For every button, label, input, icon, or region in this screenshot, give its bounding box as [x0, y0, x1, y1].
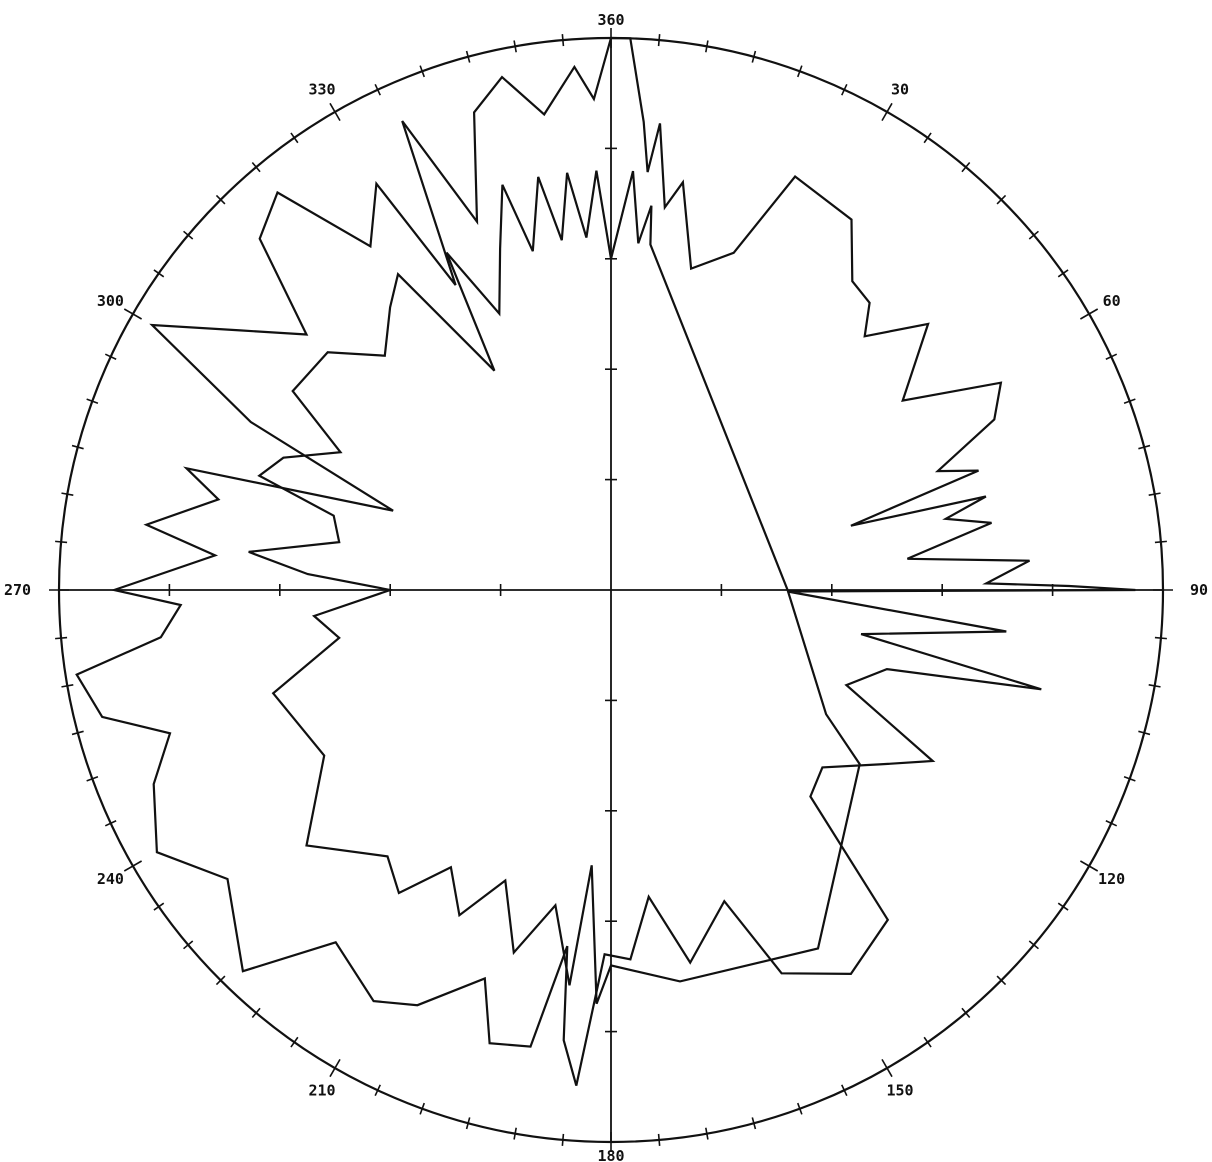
angle-tick: [61, 492, 74, 496]
angle-tick: [705, 1127, 709, 1140]
angle-tick: [329, 102, 341, 122]
angle-tick: [1057, 269, 1069, 278]
angle-tick: [881, 102, 893, 122]
angle-tick: [841, 83, 848, 96]
angle-tick: [1079, 860, 1099, 872]
angle-tick: [996, 194, 1007, 205]
angle-tick: [215, 975, 226, 986]
angle-tick: [1123, 398, 1136, 405]
angle-label-240: 240: [97, 870, 124, 888]
angle-label-330: 330: [308, 80, 335, 98]
angle-tick: [55, 636, 68, 640]
angle-label-210: 210: [308, 1082, 335, 1100]
angle-tick: [251, 1007, 261, 1018]
angle-tick: [290, 132, 299, 144]
angle-tick: [881, 1058, 893, 1078]
angle-tick: [123, 308, 143, 320]
angle-tick: [104, 353, 117, 360]
angle-tick: [561, 1133, 565, 1146]
angle-tick: [374, 1084, 381, 1097]
angle-tick: [215, 194, 226, 205]
angle-tick: [183, 230, 194, 240]
angle-tick: [513, 40, 517, 53]
angle-tick: [513, 1127, 517, 1140]
angle-tick: [86, 775, 99, 782]
angle-tick: [183, 940, 194, 950]
angle-tick: [419, 65, 426, 78]
angle-label-90: 90: [1190, 581, 1208, 599]
angle-tick: [71, 730, 84, 736]
angle-tick: [61, 684, 74, 688]
angle-tick: [1148, 492, 1161, 496]
angle-tick: [251, 162, 261, 173]
angle-label-300: 300: [97, 292, 124, 310]
angle-label-30: 30: [891, 80, 909, 98]
angle-label-0: 360: [597, 11, 624, 29]
series-2-line: [248, 170, 861, 1005]
angle-tick: [86, 398, 99, 405]
angle-tick: [465, 50, 471, 63]
angle-tick: [374, 83, 381, 96]
angle-tick: [153, 269, 165, 278]
angle-tick: [1105, 820, 1118, 827]
angle-label-180: 180: [597, 1147, 624, 1162]
angle-label-60: 60: [1103, 292, 1121, 310]
angle-tick: [657, 34, 661, 47]
angle-tick: [71, 444, 84, 450]
angle-tick: [1154, 636, 1167, 640]
angle-tick: [705, 40, 709, 53]
angle-tick: [123, 860, 143, 872]
angle-label-150: 150: [886, 1082, 913, 1100]
angle-label-120: 120: [1098, 870, 1125, 888]
angle-tick: [1138, 730, 1151, 736]
angle-tick: [961, 1007, 971, 1018]
angle-tick: [1138, 444, 1151, 450]
angle-tick: [1079, 308, 1099, 320]
angle-tick: [923, 132, 932, 144]
angle-tick: [841, 1084, 848, 1097]
angle-tick: [55, 540, 68, 544]
angle-tick: [153, 902, 165, 911]
series-1-line: [75, 36, 1136, 1086]
angle-tick: [419, 1102, 426, 1115]
angle-tick: [996, 975, 1007, 986]
angle-tick: [751, 1117, 757, 1130]
angle-tick: [1028, 940, 1039, 950]
angle-tick: [1028, 230, 1039, 240]
angle-tick: [329, 1058, 341, 1078]
angle-tick: [104, 820, 117, 827]
angle-tick: [961, 162, 971, 173]
angle-tick: [796, 1102, 803, 1115]
angle-tick: [923, 1036, 932, 1048]
angle-tick: [1154, 540, 1167, 544]
angle-tick: [751, 50, 757, 63]
angle-tick: [796, 65, 803, 78]
angle-tick: [1123, 775, 1136, 782]
angle-tick: [1148, 684, 1161, 688]
angle-tick: [465, 1117, 471, 1130]
angle-tick: [1057, 902, 1069, 911]
angle-tick: [1105, 353, 1118, 360]
angle-tick: [657, 1133, 661, 1146]
angle-tick: [561, 34, 565, 47]
angle-label-270: 270: [4, 581, 31, 599]
angle-tick: [290, 1036, 299, 1048]
